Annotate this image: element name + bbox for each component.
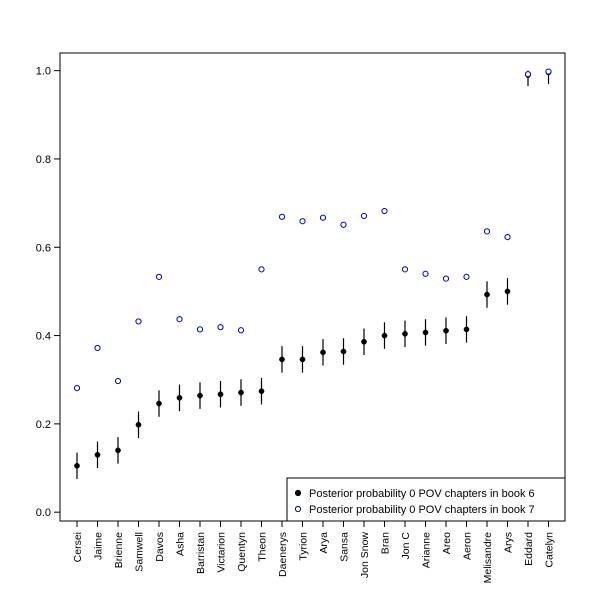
- legend-marker-book-6: [294, 489, 302, 497]
- point-book-6-arianne: [422, 329, 429, 336]
- point-book-6-theon: [258, 388, 265, 395]
- x-tick-label-areo: Areo: [441, 532, 453, 554]
- point-book-6-aeron: [463, 326, 470, 333]
- point-book-6-barristan: [197, 392, 203, 399]
- y-tick-label: 0.0: [36, 507, 51, 519]
- point-book-7-quentyn: [237, 327, 245, 334]
- point-book-7-areo: [442, 275, 450, 282]
- x-tick-label-catelyn: Catelyn: [544, 532, 556, 568]
- point-book-7-asha: [176, 316, 183, 323]
- x-tick-label-arya: Arya: [318, 532, 330, 554]
- legend-marker-book-7: [294, 505, 302, 513]
- point-book-7-melisandre: [483, 228, 491, 235]
- x-tick-label-davos: Davos: [154, 532, 166, 562]
- point-book-7-jaime: [94, 344, 101, 352]
- point-book-6-melisandre: [484, 291, 490, 298]
- point-book-7-victarion: [217, 324, 224, 331]
- point-book-7-cersei: [73, 385, 81, 392]
- y-tick-label: 0.4: [36, 331, 51, 343]
- x-tick-label-quentyn: Quentyn: [236, 532, 248, 572]
- x-tick-label-jon-snow: Jon Snow: [359, 532, 371, 579]
- point-book-7-jon-snow: [360, 212, 368, 220]
- point-book-6-jaime: [94, 451, 101, 458]
- x-tick-label-daenerys: Daenerys: [277, 532, 289, 577]
- y-tick-label: 0.6: [36, 242, 51, 254]
- point-book-7-daenerys: [278, 213, 286, 220]
- point-book-6-brienne: [115, 447, 121, 454]
- point-book-7-sansa: [340, 221, 347, 228]
- legend: Posterior probability 0 POV chapters in …: [286, 477, 566, 522]
- x-tick-label-brienne: Brienne: [113, 532, 125, 568]
- legend-label-book-7: Posterior probability 0 POV chapters in …: [309, 504, 535, 516]
- point-book-6-jon-c: [402, 330, 408, 337]
- point-book-7-arya: [319, 214, 327, 221]
- x-tick-label-samwell: Samwell: [134, 532, 146, 572]
- point-book-7-theon: [258, 266, 265, 273]
- legend-box: [286, 477, 566, 522]
- point-book-6-sansa: [340, 348, 347, 355]
- x-tick-label-asha: Asha: [175, 532, 187, 556]
- point-book-6-victarion: [217, 391, 224, 398]
- point-book-7-samwell: [135, 318, 142, 325]
- point-book-7-brienne: [114, 377, 122, 385]
- point-book-7-catelyn: [545, 68, 552, 75]
- point-book-7-davos: [155, 273, 163, 280]
- point-book-6-davos: [156, 400, 162, 407]
- point-book-7-aeron: [463, 273, 470, 280]
- point-book-6-areo: [443, 327, 449, 334]
- point-book-7-eddard: [524, 71, 532, 78]
- x-tick-label-victarion: Victarion: [216, 532, 228, 573]
- x-axis: Cersei Jaime Brienne Samwell Davos Asha Barris…: [72, 521, 556, 583]
- x-tick-label-jon-c: Jon C: [400, 532, 412, 560]
- x-tick-label-jaime: Jaime: [93, 532, 105, 560]
- point-book-6-bran: [381, 332, 388, 339]
- point-book-7-arianne: [422, 270, 429, 277]
- point-book-6-arys: [504, 288, 511, 295]
- x-tick-label-arys: Arys: [503, 532, 515, 553]
- x-tick-label-theon: Theon: [257, 532, 269, 562]
- point-book-6-asha: [176, 394, 183, 401]
- point-book-6-arya: [320, 349, 326, 356]
- x-tick-label-tyrion: Tyrion: [298, 532, 310, 561]
- x-tick-label-eddard: Eddard: [523, 532, 535, 566]
- point-book-6-daenerys: [279, 356, 285, 363]
- x-tick-label-cersei: Cersei: [72, 532, 84, 562]
- y-tick-label: 0.8: [36, 154, 51, 166]
- x-tick-label-melisandre: Melisandre: [482, 532, 494, 584]
- point-book-6-quentyn: [238, 389, 244, 396]
- legend-label-book-6: Posterior probability 0 POV chapters in …: [309, 488, 535, 500]
- point-book-7-arys: [504, 234, 511, 241]
- point-book-7-tyrion: [299, 218, 306, 225]
- x-tick-label-bran: Bran: [380, 532, 392, 554]
- y-tick-label: 0.2: [36, 419, 51, 431]
- point-book-6-cersei: [74, 462, 80, 469]
- point-book-6-jon-snow: [361, 338, 367, 345]
- point-book-7-bran: [381, 207, 388, 215]
- series-book-7: [73, 68, 552, 392]
- point-book-6-samwell: [135, 421, 142, 428]
- point-book-7-barristan: [196, 326, 204, 333]
- x-tick-label-barristan: Barristan: [195, 532, 207, 574]
- x-tick-label-arianne: Arianne: [421, 532, 433, 568]
- y-tick-label: 1.0: [36, 66, 51, 78]
- point-book-6-tyrion: [299, 356, 306, 363]
- point-book-7-jon-c: [401, 266, 409, 273]
- x-tick-label-sansa: Sansa: [339, 532, 351, 562]
- x-tick-label-aeron: Aeron: [462, 532, 474, 560]
- y-axis: 0.0 0.2 0.4 0.6 0.8 1.0: [36, 66, 60, 519]
